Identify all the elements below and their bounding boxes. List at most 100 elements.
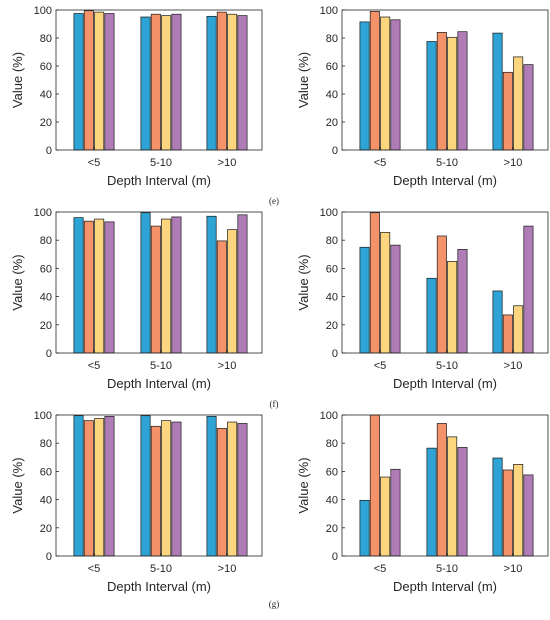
y-tick-label: 100 xyxy=(320,410,338,422)
bar xyxy=(426,277,437,354)
bar xyxy=(492,290,503,354)
y-tick-label: 80 xyxy=(40,33,52,45)
bar xyxy=(390,244,401,354)
x-tick-label: 5-10 xyxy=(436,563,458,575)
x-tick-label: >10 xyxy=(504,360,523,372)
y-tick-label: 40 xyxy=(40,89,52,101)
bar xyxy=(447,261,458,354)
plot-frame xyxy=(341,211,549,354)
x-tick-label: <5 xyxy=(374,563,387,575)
y-tick-label: 20 xyxy=(326,117,338,129)
y-tick-label: 100 xyxy=(34,207,52,219)
bar xyxy=(369,11,380,151)
y-tick-label: 60 xyxy=(326,61,338,73)
x-tick-label: >10 xyxy=(218,360,237,372)
bar xyxy=(492,457,503,557)
y-axis-label: Value (%) xyxy=(10,457,25,513)
bar xyxy=(513,305,524,354)
y-tick-label: 100 xyxy=(34,5,52,17)
plot-frame xyxy=(341,414,549,557)
y-tick-label: 80 xyxy=(40,235,52,247)
y-tick-label: 60 xyxy=(326,263,338,275)
y-tick-label: 60 xyxy=(40,61,52,73)
y-tick-label: 0 xyxy=(332,348,338,360)
plot-frame xyxy=(55,9,263,151)
bar xyxy=(227,229,238,354)
bar xyxy=(380,16,391,151)
x-axis-label: Depth Interval (m) xyxy=(393,579,497,594)
y-tick-label: 40 xyxy=(40,495,52,507)
bar xyxy=(457,249,468,354)
y-tick-label: 20 xyxy=(326,523,338,535)
bar xyxy=(94,11,105,151)
y-tick-label: 0 xyxy=(46,145,52,157)
x-axis-label: Depth Interval (m) xyxy=(107,173,211,188)
bar xyxy=(161,218,172,354)
y-tick-label: 20 xyxy=(40,523,52,535)
y-tick-label: 60 xyxy=(40,466,52,478)
y-tick-label: 20 xyxy=(40,117,52,129)
bar xyxy=(83,420,94,557)
bar xyxy=(104,13,115,151)
bar xyxy=(502,314,513,354)
y-tick-label: 40 xyxy=(40,292,52,304)
x-tick-label: >10 xyxy=(218,563,237,575)
y-tick-label: 60 xyxy=(40,263,52,275)
y-tick-label: 80 xyxy=(326,235,338,247)
y-tick-label: 80 xyxy=(326,438,338,450)
bar xyxy=(502,469,513,557)
plot-frame xyxy=(55,211,263,354)
bar xyxy=(426,41,437,151)
y-tick-label: 60 xyxy=(326,466,338,478)
bar xyxy=(447,436,458,557)
x-tick-label: 5-10 xyxy=(436,360,458,372)
chart-panel-row2-right: 0 20 40 60 80 100 <5 5-10 >10 Depth Interval (m) V… xyxy=(296,207,549,391)
y-axis-label: Value (%) xyxy=(296,457,311,513)
x-tick-label: <5 xyxy=(374,360,387,372)
bar xyxy=(227,13,238,151)
bar xyxy=(457,447,468,557)
x-tick-label: <5 xyxy=(374,157,387,169)
chart-panels: 0 20 40 60 80 100 <5 5-10 >10 Depth Interval (m) V… xyxy=(10,5,549,594)
chart-panel-row3-left: 0 20 40 60 80 100 <5 5-10 >10 Depth Interval (m) V… xyxy=(10,410,263,594)
bar xyxy=(380,232,391,354)
bar xyxy=(171,13,182,151)
bar xyxy=(150,13,161,151)
y-tick-label: 0 xyxy=(46,348,52,360)
chart-panel-row3-right: 0 20 40 60 80 100 <5 5-10 >10 Depth Interval (m) V… xyxy=(296,410,549,594)
bar xyxy=(436,423,447,557)
bar xyxy=(161,15,172,151)
bar xyxy=(513,464,524,557)
bar xyxy=(237,214,248,354)
bar xyxy=(83,10,94,151)
y-tick-label: 100 xyxy=(320,5,338,17)
bar xyxy=(227,421,238,557)
chart-panel-row1-right: 0 20 40 60 80 100 <5 5-10 >10 Depth Interval (m) V… xyxy=(296,5,549,188)
bar xyxy=(150,225,161,354)
y-axis-label: Value (%) xyxy=(296,52,311,108)
bar xyxy=(237,423,248,557)
bar xyxy=(171,216,182,354)
bar xyxy=(216,11,227,151)
x-tick-label: 5-10 xyxy=(150,563,172,575)
bar xyxy=(206,215,217,354)
bar xyxy=(380,476,391,557)
x-axis-label: Depth Interval (m) xyxy=(107,579,211,594)
bar xyxy=(502,71,513,151)
x-tick-label: >10 xyxy=(504,563,523,575)
bar xyxy=(359,246,370,354)
x-tick-label: >10 xyxy=(218,157,237,169)
y-axis-label: Value (%) xyxy=(10,254,25,310)
y-tick-label: 20 xyxy=(40,320,52,332)
bar xyxy=(161,420,172,557)
bar xyxy=(104,221,115,354)
bar xyxy=(140,16,151,151)
y-tick-label: 40 xyxy=(326,292,338,304)
bar xyxy=(369,414,380,557)
bar xyxy=(447,36,458,151)
bar xyxy=(523,64,534,151)
y-tick-label: 40 xyxy=(326,495,338,507)
bar xyxy=(513,56,524,151)
bar xyxy=(390,19,401,151)
bar xyxy=(140,212,151,354)
